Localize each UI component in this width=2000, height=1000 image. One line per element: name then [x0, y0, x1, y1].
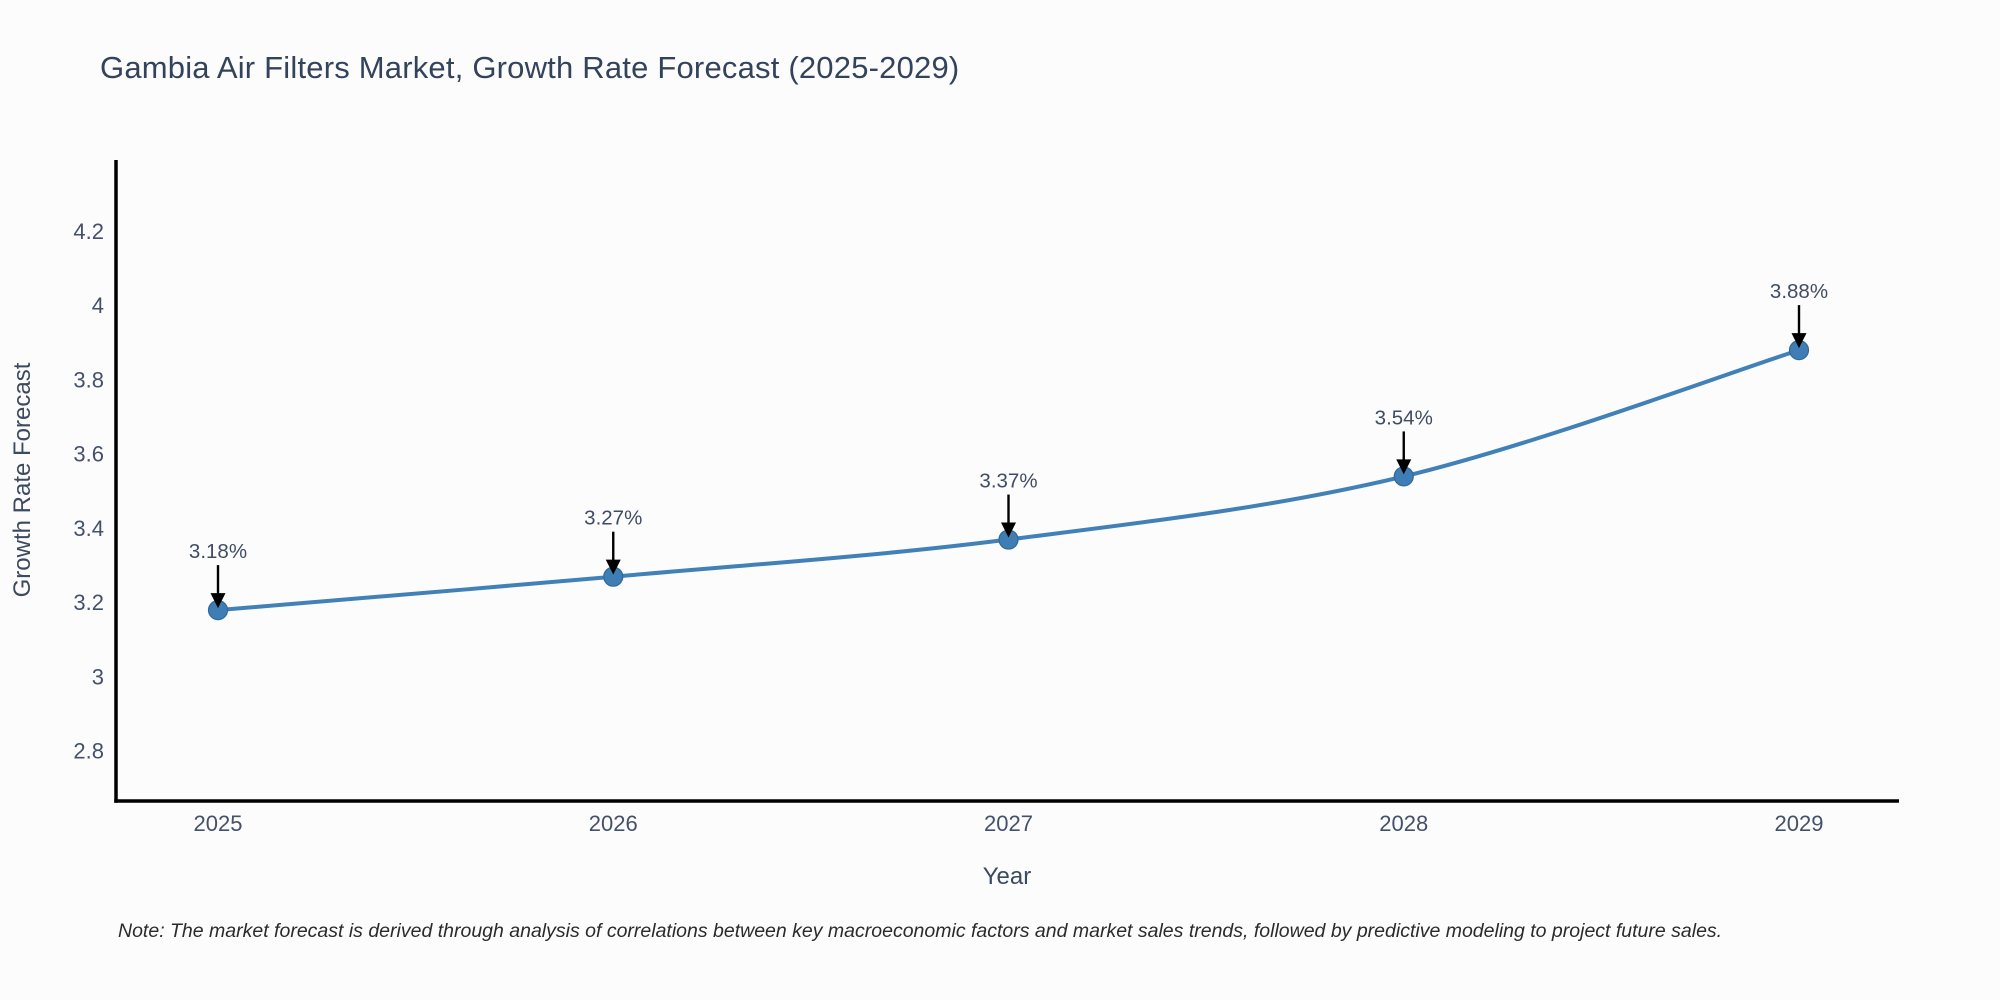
y-tick-label: 3.8 — [73, 367, 104, 392]
annotation-label: 3.27% — [584, 507, 642, 530]
y-tick-label: 3 — [92, 664, 104, 689]
annotation-arrow-head — [605, 559, 621, 575]
x-tick-label: 2026 — [589, 811, 638, 836]
annotation-label: 3.18% — [189, 540, 247, 563]
y-tick-label: 3.6 — [73, 442, 104, 467]
annotation-label: 3.37% — [979, 470, 1037, 493]
y-axis-title: Growth Rate Forecast — [9, 362, 36, 597]
annotation-arrow-head — [1791, 333, 1807, 349]
y-tick-label: 4.2 — [73, 219, 104, 244]
annotation-arrow-head — [210, 593, 226, 609]
y-tick-label: 4 — [92, 293, 104, 318]
x-tick-label: 2028 — [1379, 811, 1428, 836]
annotation-label: 3.54% — [1375, 406, 1433, 429]
x-tick-label: 2029 — [1775, 811, 1824, 836]
y-tick-label: 3.2 — [73, 590, 104, 615]
y-tick-label: 3.4 — [73, 516, 104, 541]
y-tick-label: 2.8 — [73, 739, 104, 764]
chart-title: Gambia Air Filters Market, Growth Rate F… — [100, 50, 960, 85]
x-tick-label: 2025 — [194, 811, 243, 836]
annotation-arrow-head — [1396, 459, 1412, 475]
annotation-arrow-head — [1001, 522, 1016, 538]
x-tick-label: 2027 — [984, 811, 1033, 836]
footnote: Note: The market forecast is derived thr… — [118, 920, 1723, 942]
x-axis-title: Year — [983, 863, 1032, 890]
annotation-label: 3.88% — [1770, 280, 1828, 303]
